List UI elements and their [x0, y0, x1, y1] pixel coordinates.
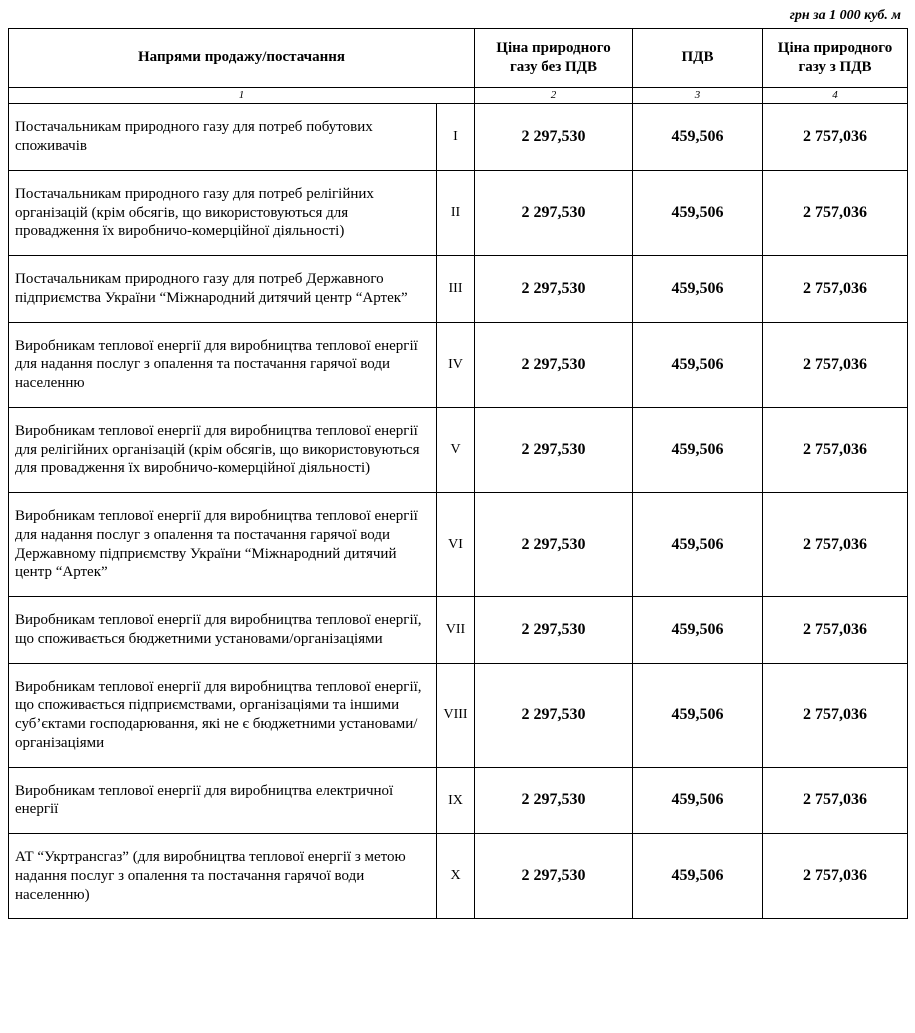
col-header-directions: Напрями продажу/постачання — [9, 29, 475, 88]
table-row: Постачальникам природного газу для потре… — [9, 256, 908, 323]
row-description: Виробникам теплової енергії для виробниц… — [9, 767, 437, 834]
row-price-with-vat: 2 757,036 — [763, 256, 908, 323]
row-description: Виробникам теплової енергії для виробниц… — [9, 663, 437, 767]
row-description: Виробникам теплової енергії для виробниц… — [9, 493, 437, 597]
table-row: Виробникам теплової енергії для виробниц… — [9, 407, 908, 492]
sub-header-4: 4 — [763, 87, 908, 104]
row-price-with-vat: 2 757,036 — [763, 170, 908, 255]
row-roman-numeral: IX — [437, 767, 475, 834]
table-row: Виробникам теплової енергії для виробниц… — [9, 493, 908, 597]
row-price-no-vat: 2 297,530 — [475, 256, 633, 323]
row-vat: 459,506 — [633, 834, 763, 919]
row-price-with-vat: 2 757,036 — [763, 663, 908, 767]
row-price-no-vat: 2 297,530 — [475, 663, 633, 767]
row-price-no-vat: 2 297,530 — [475, 493, 633, 597]
table-row: АТ “Укртрансгаз” (для виробництва теплов… — [9, 834, 908, 919]
table-row: Виробникам теплової енергії для виробниц… — [9, 597, 908, 664]
row-roman-numeral: III — [437, 256, 475, 323]
row-roman-numeral: X — [437, 834, 475, 919]
row-vat: 459,506 — [633, 597, 763, 664]
row-price-no-vat: 2 297,530 — [475, 407, 633, 492]
price-table: Напрями продажу/постачання Ціна природно… — [8, 28, 908, 919]
sub-header-2: 2 — [475, 87, 633, 104]
row-price-no-vat: 2 297,530 — [475, 104, 633, 171]
row-vat: 459,506 — [633, 407, 763, 492]
row-price-with-vat: 2 757,036 — [763, 407, 908, 492]
row-roman-numeral: VIII — [437, 663, 475, 767]
row-roman-numeral: IV — [437, 322, 475, 407]
unit-label: грн за 1 000 куб. м — [8, 8, 907, 28]
row-roman-numeral: VI — [437, 493, 475, 597]
row-description: АТ “Укртрансгаз” (для виробництва теплов… — [9, 834, 437, 919]
row-price-no-vat: 2 297,530 — [475, 597, 633, 664]
row-price-with-vat: 2 757,036 — [763, 767, 908, 834]
row-roman-numeral: II — [437, 170, 475, 255]
row-vat: 459,506 — [633, 663, 763, 767]
row-vat: 459,506 — [633, 256, 763, 323]
table-header-row: Напрями продажу/постачання Ціна природно… — [9, 29, 908, 88]
row-vat: 459,506 — [633, 322, 763, 407]
col-header-price-with-vat: Ціна природного газу з ПДВ — [763, 29, 908, 88]
table-row: Виробникам теплової енергії для виробниц… — [9, 767, 908, 834]
table-row: Постачальникам природного газу для потре… — [9, 104, 908, 171]
row-price-with-vat: 2 757,036 — [763, 834, 908, 919]
row-description: Виробникам теплової енергії для виробниц… — [9, 597, 437, 664]
table-row: Виробникам теплової енергії для виробниц… — [9, 663, 908, 767]
table-body: 1 2 3 4 Постачальникам природного газу д… — [9, 87, 908, 919]
row-price-with-vat: 2 757,036 — [763, 104, 908, 171]
table-sub-header-row: 1 2 3 4 — [9, 87, 908, 104]
row-description: Постачальникам природного газу для потре… — [9, 104, 437, 171]
table-row: Постачальникам природного газу для потре… — [9, 170, 908, 255]
col-header-vat: ПДВ — [633, 29, 763, 88]
row-description: Виробникам теплової енергії для виробниц… — [9, 322, 437, 407]
document-page: грн за 1 000 куб. м Напрями продажу/пост… — [0, 0, 915, 939]
row-description: Виробникам теплової енергії для виробниц… — [9, 407, 437, 492]
table-row: Виробникам теплової енергії для виробниц… — [9, 322, 908, 407]
row-description: Постачальникам природного газу для потре… — [9, 170, 437, 255]
row-price-no-vat: 2 297,530 — [475, 170, 633, 255]
row-price-no-vat: 2 297,530 — [475, 322, 633, 407]
row-roman-numeral: V — [437, 407, 475, 492]
row-description: Постачальникам природного газу для потре… — [9, 256, 437, 323]
row-roman-numeral: VII — [437, 597, 475, 664]
sub-header-3: 3 — [633, 87, 763, 104]
row-price-with-vat: 2 757,036 — [763, 322, 908, 407]
row-price-no-vat: 2 297,530 — [475, 834, 633, 919]
row-price-no-vat: 2 297,530 — [475, 767, 633, 834]
row-vat: 459,506 — [633, 493, 763, 597]
col-header-price-no-vat: Ціна природного газу без ПДВ — [475, 29, 633, 88]
row-vat: 459,506 — [633, 170, 763, 255]
row-vat: 459,506 — [633, 104, 763, 171]
row-price-with-vat: 2 757,036 — [763, 493, 908, 597]
row-price-with-vat: 2 757,036 — [763, 597, 908, 664]
row-roman-numeral: I — [437, 104, 475, 171]
row-vat: 459,506 — [633, 767, 763, 834]
sub-header-1: 1 — [9, 87, 475, 104]
